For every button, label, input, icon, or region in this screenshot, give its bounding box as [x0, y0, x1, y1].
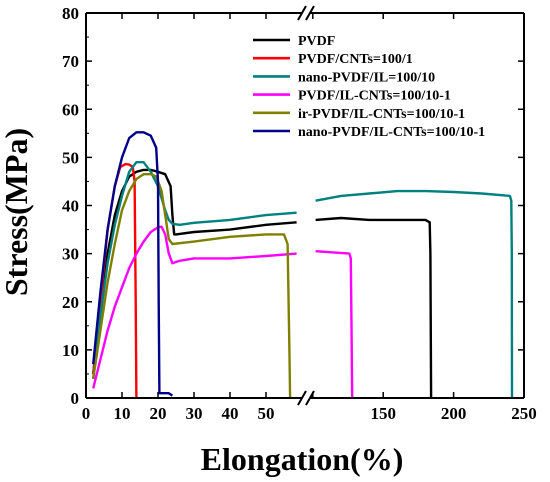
- tick-layer: 0 10 20 30 40 50 60 70 80 0 10 20 30 40 50 150 200 250: [62, 4, 537, 423]
- y-tick-label: 70: [62, 52, 79, 71]
- y-tick-label: 40: [62, 197, 79, 216]
- series-line-3-part-2: [315, 189, 514, 399]
- series-line-4-part-2: [315, 250, 354, 399]
- x-tick-label: 40: [222, 404, 239, 423]
- legend-label-2: PVDF/CNTs=100/1: [298, 52, 413, 67]
- legend-label-5: ir-PVDF/IL-CNTs=100/10-1: [298, 107, 465, 122]
- x-tick-label: 20: [150, 404, 167, 423]
- series-layer: [92, 131, 514, 399]
- x-tick-label: 30: [186, 404, 203, 423]
- legend: PVDF PVDF/CNTs=100/1 nano-PVDF/IL=100/10 PV…: [253, 34, 485, 140]
- series-line-3-part-1: [92, 160, 297, 379]
- x-tick-label: 150: [370, 404, 396, 423]
- legend-label-4: PVDF/IL-CNTs=100/10-1: [298, 89, 451, 104]
- y-tick-label: 20: [62, 293, 79, 312]
- axis-break-mark: [297, 390, 307, 406]
- y-tick-label: 0: [71, 389, 80, 408]
- x-tick-label: 10: [114, 404, 131, 423]
- y-tick-label: 60: [62, 100, 79, 119]
- x-tick-label: 200: [441, 404, 467, 423]
- y-tick-label: 10: [62, 341, 79, 360]
- axis-break-mark: [305, 5, 315, 21]
- series-line-6-part-1: [92, 131, 174, 397]
- axis-break-mark: [297, 5, 307, 21]
- series-line-1-part-2: [315, 216, 433, 399]
- y-tick-label: 80: [62, 4, 79, 23]
- series-line-1-part-1: [92, 168, 297, 375]
- x-tick-label: 50: [258, 404, 275, 423]
- series-line-5-part-1: [92, 172, 292, 399]
- y-tick-label: 50: [62, 148, 79, 167]
- y-axis-label: Stress(MPa): [0, 128, 34, 296]
- x-tick-label: 250: [511, 404, 537, 423]
- legend-label-3: nano-PVDF/IL=100/10: [298, 70, 435, 85]
- legend-label-1: PVDF: [298, 34, 335, 49]
- x-axis-label: Elongation(%): [201, 441, 404, 477]
- legend-label-6: nano-PVDF/IL-CNTs=100/10-1: [298, 125, 485, 140]
- x-tick-label: 0: [82, 404, 91, 423]
- series-line-4-part-1: [92, 225, 297, 389]
- y-tick-label: 30: [62, 245, 79, 264]
